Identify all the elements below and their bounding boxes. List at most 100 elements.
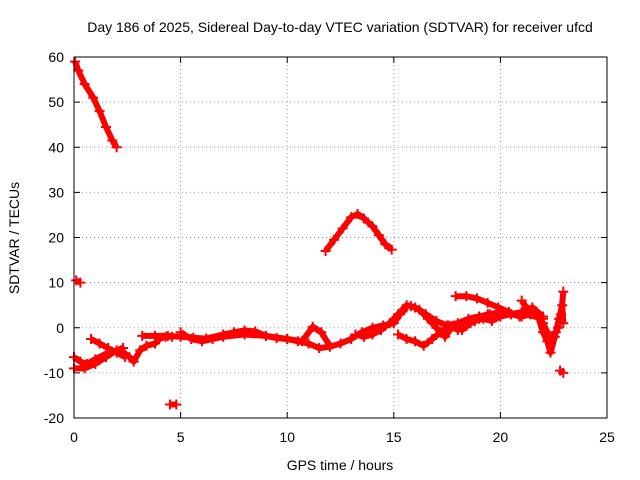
data-point [303, 338, 314, 349]
data-point [367, 221, 378, 232]
data-point [239, 329, 250, 340]
data-point [422, 313, 433, 324]
data-point [531, 309, 542, 320]
data-point [107, 135, 118, 146]
data-point [358, 213, 369, 224]
data-point [557, 300, 568, 311]
data-point [118, 343, 129, 354]
data-point [461, 291, 472, 302]
data-point [120, 352, 131, 363]
data-point [94, 338, 105, 349]
y-tick-label: 20 [48, 230, 64, 246]
data-point [218, 331, 229, 342]
data-point [79, 363, 90, 374]
series-late-f [533, 300, 569, 358]
data-point [516, 295, 527, 306]
x-tick-label: 15 [386, 429, 402, 445]
data-point [175, 327, 186, 338]
data-point [150, 330, 161, 341]
series-spot-minus10 [555, 365, 569, 378]
data-point [538, 327, 549, 338]
data-point [75, 277, 86, 288]
data-point [111, 347, 122, 358]
data-point [297, 336, 308, 347]
data-point [171, 399, 182, 410]
data-point [79, 79, 90, 90]
data-point [94, 106, 105, 117]
data-point [346, 212, 357, 223]
data-point [523, 304, 534, 315]
data-point [410, 336, 421, 347]
data-point [137, 330, 148, 341]
x-tick-label: 20 [493, 429, 509, 445]
data-point [448, 320, 459, 331]
data-point [373, 230, 384, 241]
y-tick-label: 50 [48, 94, 64, 110]
x-tick-label: 25 [599, 429, 615, 445]
data-point [457, 325, 468, 336]
data-point [495, 311, 506, 322]
data-point [427, 334, 438, 345]
series-layer [69, 56, 569, 410]
series-early-high [70, 56, 122, 153]
data-point [282, 334, 293, 345]
data-point [128, 356, 139, 367]
y-tick-label: 60 [48, 49, 64, 65]
data-point [482, 297, 493, 308]
data-point [75, 356, 86, 367]
data-point [307, 321, 318, 332]
data-point [196, 336, 207, 347]
data-point [73, 65, 84, 76]
series-baseline-cross [86, 334, 131, 363]
data-point [135, 345, 146, 356]
data-point [384, 318, 395, 329]
y-tick-label: 30 [48, 184, 64, 200]
data-point [103, 343, 114, 354]
data-point [380, 239, 391, 250]
x-axis-label: GPS time / hours [287, 457, 394, 473]
data-point [393, 309, 404, 320]
data-point [88, 92, 99, 103]
data-point [465, 318, 476, 329]
data-point [486, 315, 497, 326]
data-point [141, 340, 152, 351]
data-point [260, 330, 271, 341]
data-point [558, 318, 569, 329]
x-tick-label: 10 [279, 429, 295, 445]
data-point [474, 313, 485, 324]
data-point [533, 313, 544, 324]
series-mid-arc [320, 209, 397, 257]
data-point [514, 311, 525, 322]
data-point [100, 352, 111, 363]
series-line [409, 303, 490, 340]
data-point [418, 340, 429, 351]
chart-title: Day 186 of 2025, Sidereal Day-to-day VTE… [87, 19, 593, 35]
data-point [90, 358, 101, 369]
data-point [111, 142, 122, 153]
y-tick-label: -20 [44, 410, 64, 426]
data-point [207, 334, 218, 345]
data-point [493, 302, 504, 313]
data-point [503, 306, 514, 317]
y-tick-label: 0 [56, 320, 64, 336]
y-tick-label: 10 [48, 275, 64, 291]
series-line [72, 60, 120, 149]
data-point [86, 334, 97, 345]
data-point [162, 330, 173, 341]
data-point [450, 291, 461, 302]
series-baseline-c [175, 321, 335, 351]
data-point [324, 340, 335, 351]
y-tick-label: -10 [44, 365, 64, 381]
data-point [558, 367, 569, 378]
y-tick-label: 40 [48, 139, 64, 155]
data-point [558, 286, 569, 297]
x-tick-label: 0 [70, 429, 78, 445]
data-point [335, 338, 346, 349]
data-point [386, 244, 397, 255]
data-point [393, 329, 404, 340]
plot-frame [73, 56, 608, 419]
data-point [376, 325, 387, 336]
data-point [320, 246, 331, 257]
data-point [350, 329, 361, 340]
